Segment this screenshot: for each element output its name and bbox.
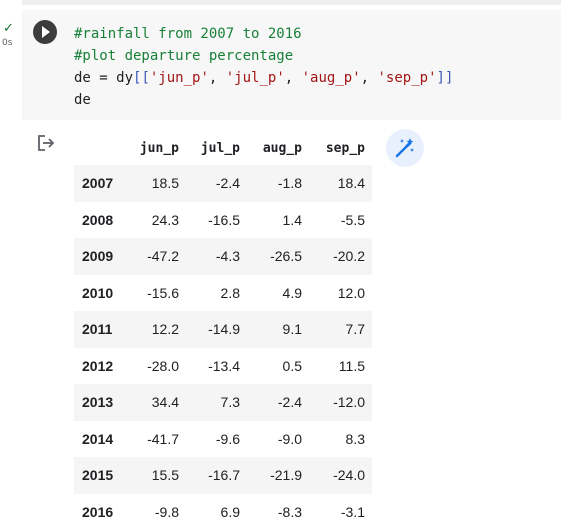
code-bracket: ]] bbox=[436, 70, 454, 86]
code-cell[interactable]: #rainfall from 2007 to 2016 #plot depart… bbox=[22, 10, 561, 120]
row-index: 2012 bbox=[82, 357, 114, 374]
table-cell: -2.4 bbox=[215, 175, 240, 192]
index-header bbox=[74, 131, 128, 165]
table-cell: 2.8 bbox=[220, 284, 240, 301]
table-cell: -15.6 bbox=[147, 284, 179, 301]
magic-wand-button[interactable] bbox=[386, 129, 424, 167]
table-cell: 24.3 bbox=[151, 211, 179, 228]
column-header: sep_p bbox=[325, 140, 365, 156]
table-cell: -9.0 bbox=[277, 430, 302, 447]
table-cell: -4.3 bbox=[215, 248, 240, 265]
code-string: 'sep_p' bbox=[377, 70, 437, 86]
output-arrow-icon[interactable] bbox=[36, 133, 56, 153]
code-string: 'jun_p' bbox=[149, 70, 209, 86]
table-cell: -3.1 bbox=[340, 503, 365, 520]
table-row: 2007 18.5 -2.4 -1.8 18.4 bbox=[74, 165, 372, 202]
row-index: 2010 bbox=[82, 284, 114, 301]
table-cell: -26.5 bbox=[270, 248, 302, 265]
table-cell: 15.5 bbox=[151, 467, 179, 484]
table-cell: 0.5 bbox=[282, 357, 302, 374]
table-cell: -24.0 bbox=[333, 467, 365, 484]
row-index: 2007 bbox=[82, 175, 114, 192]
table-row: 2014 -41.7 -9.6 -9.0 8.3 bbox=[74, 421, 372, 458]
table-row: 2009 -47.2 -4.3 -26.5 -20.2 bbox=[74, 238, 372, 275]
table-cell: 11.5 bbox=[338, 357, 365, 374]
play-icon bbox=[42, 26, 50, 38]
top-divider bbox=[22, 0, 561, 5]
row-index: 2014 bbox=[82, 430, 114, 447]
table-cell: -47.2 bbox=[147, 248, 179, 265]
table-cell: 12.0 bbox=[337, 284, 365, 301]
column-header: jul_p bbox=[200, 140, 240, 156]
table-row: 2015 15.5 -16.7 -21.9 -24.0 bbox=[74, 457, 372, 494]
execution-time: 0s bbox=[2, 38, 13, 48]
row-index: 2009 bbox=[82, 248, 114, 265]
table-cell: -21.9 bbox=[270, 467, 302, 484]
table-cell: 1.4 bbox=[282, 211, 302, 228]
table-row: 2011 12.2 -14.9 9.1 7.7 bbox=[74, 311, 372, 348]
table-cell: 18.4 bbox=[337, 175, 365, 192]
table-cell: 7.7 bbox=[345, 321, 365, 338]
table-cell: 9.1 bbox=[282, 321, 302, 338]
code-string: 'jul_p' bbox=[225, 70, 285, 86]
row-index: 2015 bbox=[82, 467, 114, 484]
table-cell: -2.4 bbox=[277, 394, 302, 411]
magic-wand-icon bbox=[395, 138, 414, 158]
table-cell: -13.4 bbox=[208, 357, 240, 374]
table-cell: -20.2 bbox=[333, 248, 365, 265]
table-cell: 8.3 bbox=[345, 430, 365, 447]
row-index: 2016 bbox=[82, 503, 114, 520]
code-comment: #plot departure percentage bbox=[74, 48, 294, 64]
row-index: 2013 bbox=[82, 394, 114, 411]
code-separator: , bbox=[284, 70, 302, 86]
column-header: jun_p bbox=[139, 140, 179, 156]
table-row: 2010 -15.6 2.8 4.9 12.0 bbox=[74, 275, 372, 312]
table-cell: 12.2 bbox=[151, 321, 179, 338]
table-cell: -16.7 bbox=[208, 467, 240, 484]
table-cell: 34.4 bbox=[151, 394, 179, 411]
code-comment: #rainfall from 2007 to 2016 bbox=[74, 26, 302, 42]
table-cell: -5.5 bbox=[340, 211, 365, 228]
code-editor[interactable]: #rainfall from 2007 to 2016 #plot depart… bbox=[74, 23, 453, 111]
dataframe-table: jun_p jul_p aug_p sep_p 2007 18.5 -2.4 -1.8… bbox=[74, 131, 372, 530]
table-cell: -14.9 bbox=[208, 321, 240, 338]
row-index: 2011 bbox=[82, 321, 113, 338]
table-row: 2013 34.4 7.3 -2.4 -12.0 bbox=[74, 384, 372, 421]
code-text: de = dy bbox=[74, 70, 134, 86]
table-cell: -9.6 bbox=[215, 430, 240, 447]
table-cell: 4.9 bbox=[282, 284, 302, 301]
table-cell: -28.0 bbox=[147, 357, 179, 374]
success-check-icon: ✓ bbox=[3, 21, 14, 36]
dataframe-output: jun_p jul_p aug_p sep_p 2007 18.5 -2.4 -1.8… bbox=[74, 131, 372, 530]
table-row: 2008 24.3 -16.5 1.4 -5.5 bbox=[74, 202, 372, 239]
table-cell: -8.3 bbox=[277, 503, 302, 520]
table-cell: 18.5 bbox=[151, 175, 179, 192]
table-cell: -16.5 bbox=[208, 211, 240, 228]
run-cell-button[interactable] bbox=[33, 20, 57, 44]
table-header-row: jun_p jul_p aug_p sep_p bbox=[74, 131, 372, 165]
cell-gutter: ✓ 0s bbox=[0, 18, 22, 58]
code-bracket: [[ bbox=[133, 70, 150, 86]
code-separator: , bbox=[360, 70, 378, 86]
table-cell: -41.7 bbox=[147, 430, 179, 447]
table-cell: -12.0 bbox=[333, 394, 365, 411]
code-separator: , bbox=[208, 70, 226, 86]
row-index: 2008 bbox=[82, 211, 114, 228]
column-header: aug_p bbox=[262, 140, 302, 156]
table-cell: 6.9 bbox=[220, 503, 240, 520]
table-cell: 7.3 bbox=[220, 394, 240, 411]
code-text: de bbox=[74, 92, 91, 108]
table-cell: -9.8 bbox=[154, 503, 179, 520]
table-row: 2012 -28.0 -13.4 0.5 11.5 bbox=[74, 348, 372, 385]
table-cell: -1.8 bbox=[277, 175, 302, 192]
code-string: 'aug_p' bbox=[301, 70, 361, 86]
table-row: 2016 -9.8 6.9 -8.3 -3.1 bbox=[74, 494, 372, 531]
